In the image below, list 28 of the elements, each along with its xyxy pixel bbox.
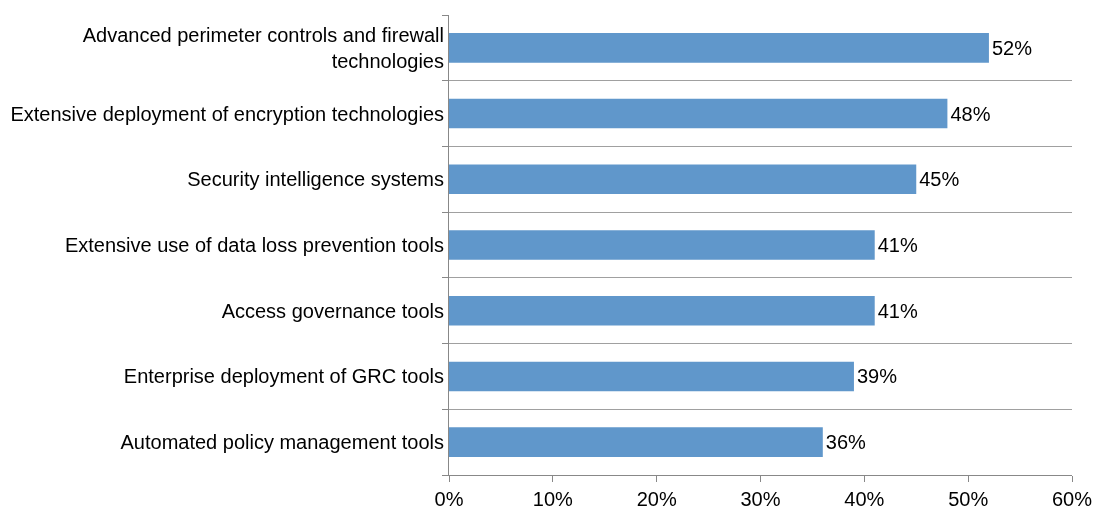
data-label: 45% — [919, 168, 960, 191]
x-tick-label: 20% — [636, 488, 677, 510]
bar — [449, 164, 917, 195]
y-tick-label: Security intelligence systems — [187, 168, 444, 191]
x-tick-label: 0% — [434, 488, 464, 510]
data-label: 39% — [856, 365, 898, 388]
data-label: 41% — [877, 234, 918, 256]
data-label: 52% — [991, 36, 1033, 59]
x-tick-label: 50% — [948, 488, 989, 510]
data-label: 41% — [877, 299, 918, 322]
y-tick-label: Extensive deployment of encryption technologies — [10, 102, 444, 125]
bar — [449, 230, 875, 260]
x-tick-label: 40% — [844, 488, 885, 510]
y-tick-label: Access governance tools — [221, 299, 444, 322]
data-label: 36% — [825, 431, 867, 454]
y-tick-label: Advanced perimeter controls and firewall technologies — [82, 23, 444, 72]
data-label: 48% — [950, 102, 991, 125]
x-tick-label: 60% — [1051, 488, 1093, 510]
y-tick-label: Enterprise deployment of GRC tools — [123, 365, 444, 388]
bar — [449, 295, 875, 326]
bar — [449, 361, 854, 392]
x-tick-label: 10% — [532, 488, 574, 510]
bar — [449, 98, 948, 129]
x-tick-label: 30% — [740, 488, 781, 510]
y-tick-label: Automated policy management tools — [120, 431, 444, 454]
bar — [449, 33, 989, 63]
y-tick-label: Extensive use of data loss prevention tools — [64, 234, 444, 256]
bar — [449, 427, 823, 457]
